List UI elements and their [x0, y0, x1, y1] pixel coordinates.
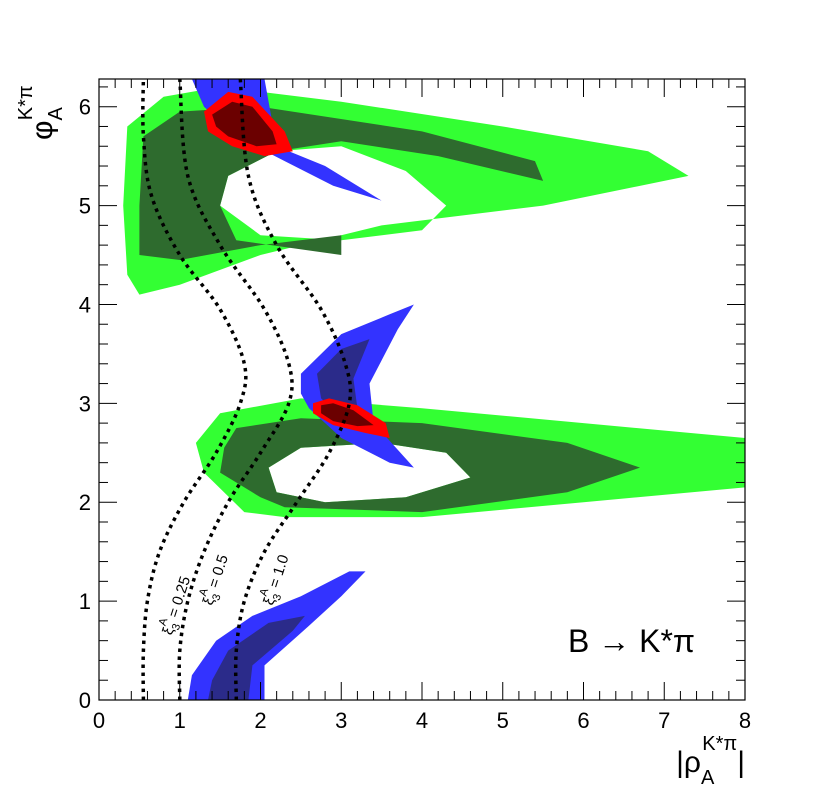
curve-label-sub: 3 — [210, 593, 223, 603]
y-axis-title-sup: K*π — [15, 85, 37, 120]
curve-xi3A-0.25 — [141, 79, 248, 700]
x-tick-label: 3 — [335, 708, 347, 733]
curve-xi3A-1.0 — [233, 79, 353, 700]
curve-label-sup: A — [197, 586, 211, 597]
region-blue-bottom-inner — [208, 615, 305, 700]
process-label: B → K*π — [568, 623, 695, 659]
x-axis-title-end: | — [737, 746, 745, 779]
x-tick-label: 8 — [739, 708, 751, 733]
curve-label-xi3A-0.25: ξ3A= 0.25 — [155, 573, 198, 638]
curve-label-sup: A — [258, 586, 272, 597]
x-axis-title-sub: A — [701, 767, 715, 789]
curve-label-value: = 0.5 — [205, 553, 232, 590]
x-tick-label: 0 — [93, 708, 105, 733]
curve-label-sub: 3 — [170, 622, 183, 632]
curve-label-xi3A-0.5: ξ3A= 0.5 — [195, 551, 236, 608]
y-tick-label: 6 — [79, 95, 91, 120]
x-axis-title-sup: K*π — [702, 733, 737, 755]
y-tick-label: 4 — [79, 292, 91, 317]
x-tick-label: 2 — [254, 708, 266, 733]
y-tick-label: 5 — [79, 194, 91, 219]
region-blue-middle-inner — [317, 339, 370, 419]
curve-label-value: = 1.0 — [266, 553, 293, 590]
x-axis-title: |ρAK*π| — [676, 733, 745, 789]
y-axis-title-sub: A — [45, 107, 67, 121]
y-tick-label: 0 — [79, 688, 91, 713]
region-red-top-inner — [212, 101, 277, 147]
x-tick-label: 6 — [577, 708, 589, 733]
x-tick-label: 1 — [174, 708, 186, 733]
y-tick-label: 1 — [79, 589, 91, 614]
region-blue-middle-outer — [300, 304, 414, 468]
curve-label-sup: A — [157, 616, 171, 627]
y-tick-label: 2 — [79, 490, 91, 515]
region-green-lower-inner — [220, 418, 640, 513]
x-tick-label: 5 — [497, 708, 509, 733]
y-axis-title: φAK*π — [15, 85, 67, 140]
y-tick-label: 3 — [79, 391, 91, 416]
x-tick-label: 4 — [416, 708, 428, 733]
curve-label-sub: 3 — [271, 593, 284, 603]
x-tick-label: 7 — [658, 708, 670, 733]
plot-area — [123, 79, 745, 700]
